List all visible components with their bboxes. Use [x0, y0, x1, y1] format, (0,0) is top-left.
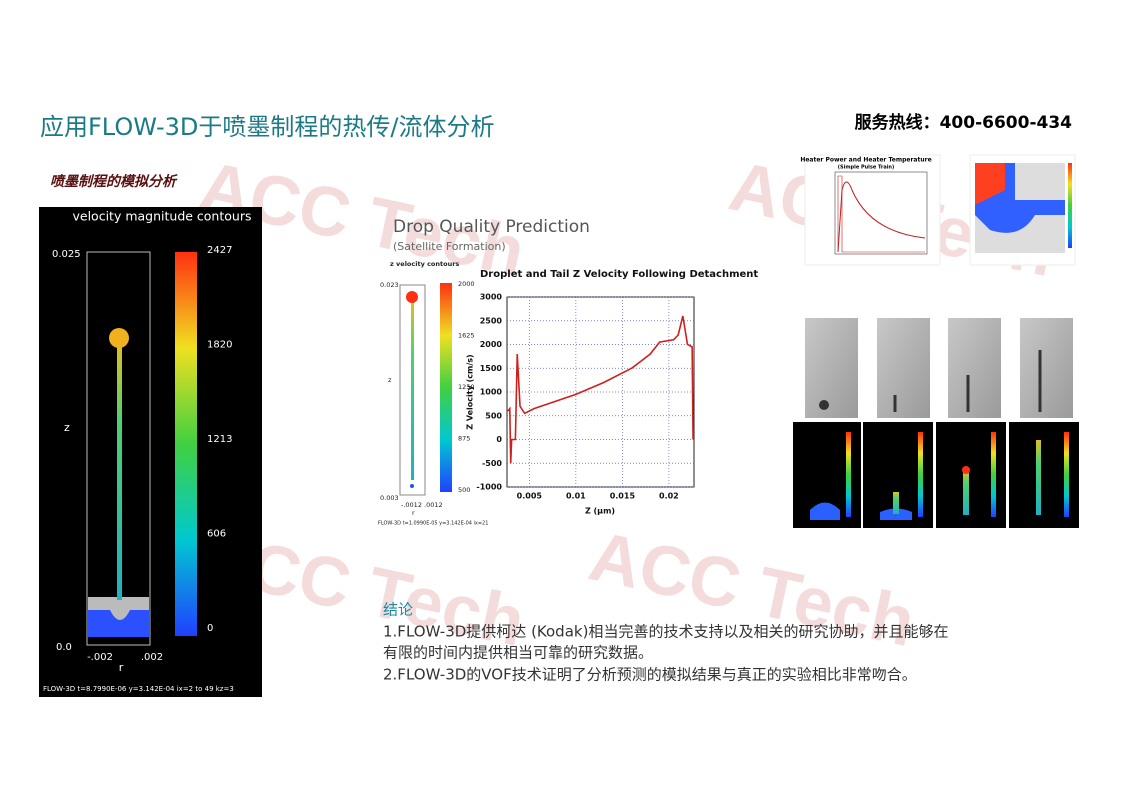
photo [877, 318, 930, 418]
y-tick-label: 1000 [480, 388, 503, 397]
figure-title: Drop Quality Prediction [393, 217, 590, 237]
velocity-plot: Droplet and Tail Z Velocity Following De… [466, 269, 759, 516]
photo [948, 318, 1001, 418]
r-axis: r [119, 661, 124, 674]
colorbar-label: 875 [458, 435, 470, 443]
jet [411, 300, 414, 480]
hotline: 服务热线：400-6600-434 [855, 112, 1073, 133]
droplet [406, 291, 418, 303]
r-label: -.002 [87, 652, 113, 663]
fluid [880, 508, 912, 520]
y-tick-label: 2500 [480, 316, 503, 325]
y-axis-label: Z Velocity (cm/s) [466, 354, 475, 429]
colorbar-label: 606 [207, 529, 226, 540]
section-title: 喷墨制程的模拟分析 [50, 173, 178, 190]
photo-strip [793, 318, 1079, 528]
jet [893, 492, 899, 514]
velocity-line [507, 315, 694, 464]
colorbar [1064, 432, 1069, 517]
domain-box [399, 284, 426, 496]
z-label: 0.023 [380, 281, 399, 289]
r-label: -.0012 .0012 [401, 501, 443, 509]
x-tick-label: 0.02 [659, 492, 679, 501]
figure-subtitle: (Satellite Formation) [393, 240, 506, 253]
sim-figure [969, 154, 1076, 266]
conclusion-line: 1.FLOW-3D提供柯达 (Kodak)相当完善的技术支持以及相关的研究协助，… [383, 623, 948, 641]
figure-title: velocity magnitude contours [73, 209, 252, 224]
r-label: .002 [141, 652, 163, 663]
colorbar-label: 0 [207, 623, 213, 634]
x-tick-label: 0.01 [566, 492, 586, 501]
figure-footer: FLOW-3D t=1.0990E-05 y=3.142E-04 ix=21 [378, 521, 488, 527]
colorbar [1068, 163, 1072, 248]
colorbar [991, 432, 996, 517]
heater-figure: Heater Power and Heater Temperature (Sim… [800, 154, 941, 266]
z-label: 0.0 [56, 642, 72, 653]
droplet [109, 328, 129, 348]
slide-title: 应用FLOW-3D于喷墨制程的热传/流体分析 [40, 113, 494, 141]
contour-title: z velocity contours [390, 260, 459, 268]
curve [837, 181, 926, 253]
contour-figure: z velocity contours 0.023 0.003 z -.0012… [378, 260, 488, 527]
drop [819, 400, 829, 410]
plot-title: Droplet and Tail Z Velocity Following De… [480, 269, 758, 280]
jet [117, 345, 122, 600]
photo [1020, 318, 1073, 418]
z-axis: z [64, 421, 70, 434]
plot-frame [834, 171, 928, 255]
colorbar-label: 1250 [458, 383, 475, 391]
left-figure: velocity magnitude contours 0.025 0.0 z … [39, 207, 262, 697]
conclusion-line: 2.FLOW-3D的VOF技术证明了分析预测的模拟结果与真正的实验相比非常吻合。 [383, 666, 917, 684]
photo [805, 318, 858, 418]
y-tick-label: -500 [482, 459, 502, 468]
curve [837, 175, 925, 253]
jet [1036, 440, 1041, 515]
figure-subtitle: (Simple Pulse Train) [838, 165, 895, 171]
figure-bg [804, 154, 941, 266]
colorbar [175, 252, 197, 636]
fluid-hot [975, 163, 1005, 205]
y-tick-label: 0 [496, 435, 502, 444]
fluid [810, 502, 840, 520]
y-tick-label: 3000 [480, 293, 503, 302]
colorbar [918, 432, 923, 517]
z-label: 0.003 [380, 494, 399, 502]
droplet [962, 466, 970, 474]
colorbar-label: 1820 [207, 340, 232, 351]
figure-footer: FLOW-3D t=8.7990E-06 y=3.142E-04 ix=2 to… [43, 685, 234, 693]
domain-box [86, 251, 151, 646]
colorbar [846, 432, 851, 517]
z-label: 0.025 [52, 249, 81, 260]
y-tick-label: 1500 [480, 364, 503, 373]
y-tick-label: -1000 [476, 483, 502, 492]
conclusion-heading: 结论 [383, 601, 413, 619]
y-tick-label: 500 [485, 411, 502, 420]
figure-title: Heater Power and Heater Temperature [800, 157, 931, 164]
x-axis-label: Z (μm) [585, 507, 615, 516]
colorbar [440, 283, 452, 492]
colorbar-label: 1213 [207, 434, 232, 445]
colorbar-label: 1625 [458, 332, 475, 340]
x-tick-label: 0.015 [610, 492, 636, 501]
colorbar-label: 500 [458, 486, 470, 494]
colorbar-label: 2000 [458, 280, 475, 288]
conclusion-line: 有限的时间内提供相当可靠的研究数据。 [383, 644, 653, 662]
jet [963, 470, 969, 515]
r-axis: r [412, 509, 415, 517]
fluid [88, 610, 149, 637]
colorbar-label: 2427 [207, 245, 232, 256]
y-tick-label: 2000 [480, 340, 503, 349]
x-tick-label: 0.005 [517, 492, 543, 501]
satellite [410, 484, 414, 488]
z-axis: z [388, 376, 392, 384]
